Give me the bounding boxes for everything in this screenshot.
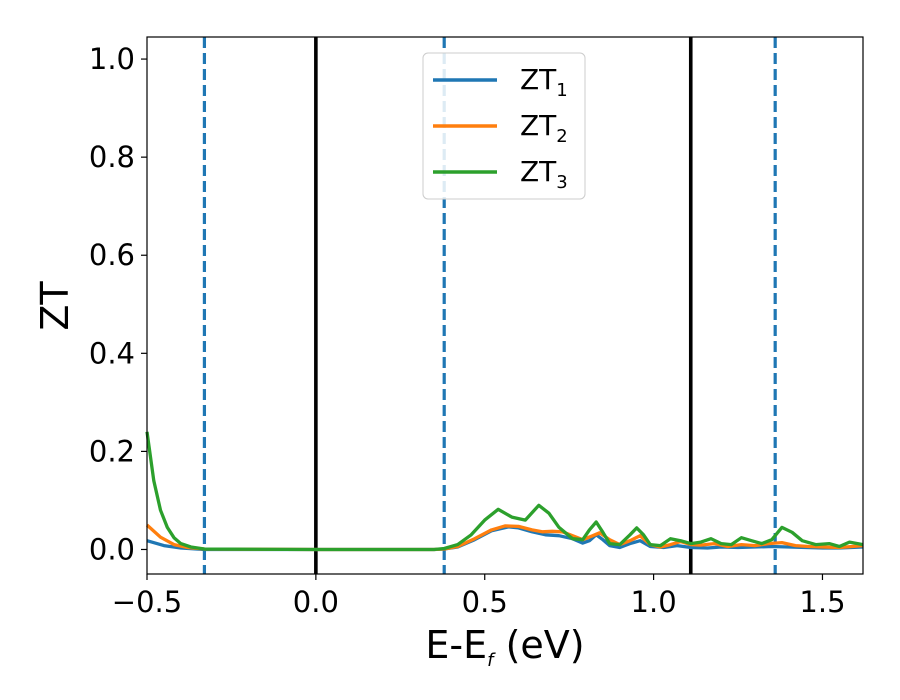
legend-label-zt2: ZT2 (520, 109, 568, 147)
x-axis-label: E-Ef (eV) (425, 623, 584, 671)
y-tick-label: 0.0 (89, 532, 135, 566)
legend-label-zt3: ZT3 (520, 155, 568, 193)
x-axis-label-unit: (eV) (493, 623, 584, 667)
x-tick-label: 1.5 (799, 585, 845, 619)
legend: ZT1 ZT2 ZT3 (422, 52, 586, 200)
y-tick-label: 1.0 (89, 42, 135, 76)
x-tick-label: −0.5 (112, 585, 182, 619)
y-tick-label: 0.6 (89, 238, 135, 272)
series-line-zt3 (145, 431, 864, 552)
legend-label-zt1: ZT1 (520, 63, 568, 101)
series-lines (145, 431, 864, 552)
x-tick-label: 0.5 (462, 585, 508, 619)
x-axis-label-subscript: f (487, 650, 496, 671)
plot-frame (146, 36, 864, 575)
y-axis-label: ZT (33, 281, 77, 331)
y-axis-ticks: 0.0 0.2 0.4 0.6 0.8 1.0 (89, 42, 147, 566)
y-tick-label: 0.2 (89, 434, 135, 468)
x-axis-label-main: E-E (425, 623, 487, 667)
y-tick-label: 0.8 (89, 140, 135, 174)
x-axis-ticks: −0.5 0.0 0.5 1.0 1.5 (112, 574, 846, 619)
legend-box (422, 52, 586, 200)
x-tick-label: 1.0 (631, 585, 677, 619)
x-tick-label: 0.0 (293, 585, 339, 619)
y-tick-label: 0.4 (89, 336, 135, 370)
